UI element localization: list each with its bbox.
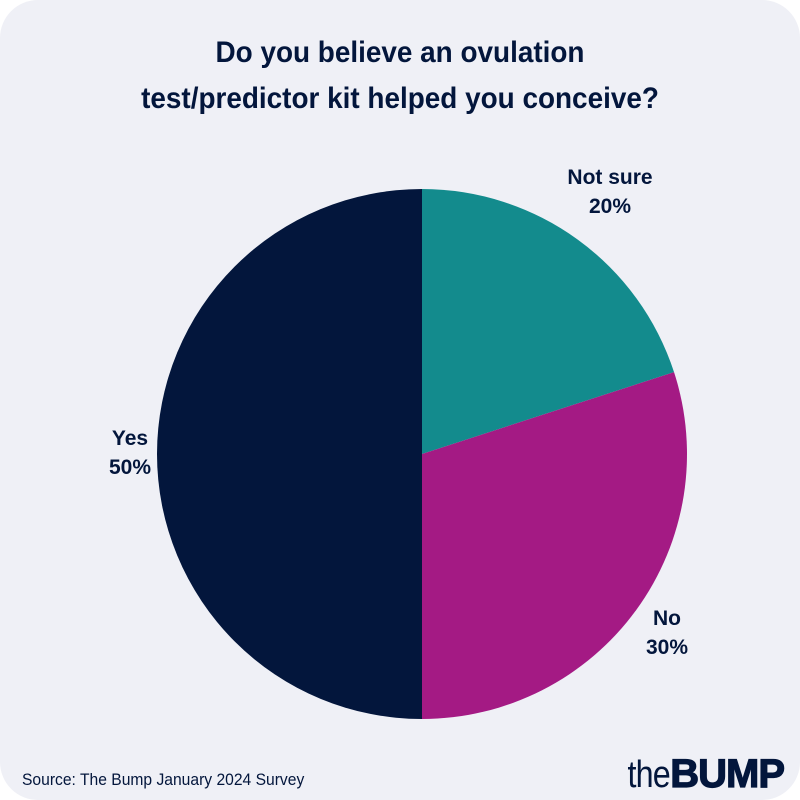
label-no-name: No [653, 607, 681, 630]
pie-slice-yes [157, 189, 422, 719]
source-note: Source: The Bump January 2024 Survey [22, 770, 305, 789]
logo-the: the [627, 754, 671, 796]
label-yes-name: Yes [111, 427, 149, 450]
pie-slice-no [422, 372, 687, 719]
the-bump-logo: the BUMP [620, 751, 786, 796]
label-yes-pct: 50% [108, 456, 152, 479]
pie-slice-not-sure [422, 189, 675, 454]
label-not-sure: Not sure 20% [545, 163, 675, 221]
chart-title-line2: test/predictor kit helped you conceive? [141, 82, 659, 115]
chart-title: Do you believe an ovulation test/predict… [28, 30, 772, 122]
chart-title-line1: Do you believe an ovulation [215, 36, 585, 69]
label-yes: Yes 50% [90, 424, 170, 482]
label-no: No 30% [622, 604, 712, 662]
logo-bump: BUMP [670, 751, 786, 796]
label-not-sure-pct: 20% [588, 195, 632, 218]
label-no-pct: 30% [645, 636, 689, 659]
label-not-sure-name: Not sure [567, 166, 653, 189]
